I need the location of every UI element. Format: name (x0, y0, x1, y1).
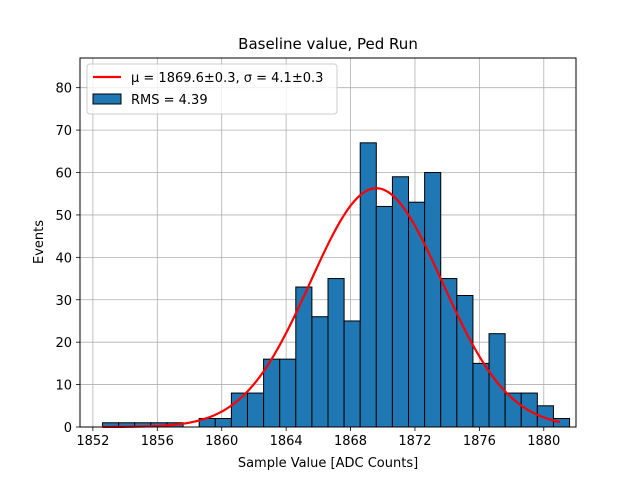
histogram-bar (456, 295, 474, 428)
x-tick-label: 1864 (270, 434, 303, 449)
x-tick-label: 1856 (141, 434, 174, 449)
histogram-bar (472, 362, 490, 428)
histogram-bar (214, 418, 232, 428)
histogram-bar (552, 418, 571, 428)
x-tick-label: 1868 (334, 434, 367, 449)
histogram-bar (327, 278, 345, 428)
legend-fit-label: μ = 1869.6±0.3, σ = 4.1±0.3 (131, 71, 323, 86)
y-tick-label: 40 (55, 251, 72, 266)
y-axis-ticks: 0 10 20 30 40 50 60 70 80 (55, 82, 80, 436)
legend-hist-patch (92, 93, 122, 105)
y-tick-label: 80 (55, 82, 72, 97)
y-tick-label: 20 (55, 336, 72, 351)
legend-hist-label: RMS = 4.39 (131, 93, 208, 108)
axes-frame (79, 57, 577, 428)
histogram-bar (375, 205, 393, 428)
y-tick-label: 50 (55, 209, 72, 224)
histogram-bar (343, 320, 361, 428)
y-tick-label: 10 (55, 379, 72, 394)
x-tick-label: 1876 (463, 434, 496, 449)
y-axis-label: Events (32, 220, 47, 264)
x-tick-label: 1872 (398, 434, 431, 449)
histogram-bar (279, 358, 297, 428)
legend: μ = 1869.6±0.3, σ = 4.1±0.3 RMS = 4.39 (86, 63, 338, 115)
histogram-bar (246, 392, 265, 428)
histogram-bar (359, 142, 377, 428)
histogram-bar (488, 333, 506, 428)
y-tick-label: 0 (64, 421, 72, 436)
histogram-bar (424, 172, 442, 428)
y-tick-label: 70 (55, 124, 72, 139)
histogram-bar (311, 316, 329, 428)
histogram-bar (408, 201, 426, 428)
histogram-bar (391, 176, 410, 428)
histogram-bar (440, 278, 458, 428)
y-tick-label: 60 (55, 167, 72, 182)
chart-title: Baseline value, Ped Run (238, 35, 418, 53)
x-tick-label: 1852 (76, 434, 109, 449)
legend-box (86, 63, 338, 115)
x-tick-label: 1860 (205, 434, 238, 449)
x-axis-ticks: 1852 1856 1860 1864 1868 1872 1876 1880 (76, 427, 560, 449)
x-axis-label: Sample Value [ADC Counts] (238, 456, 418, 471)
y-tick-label: 30 (55, 294, 72, 309)
x-tick-label: 1880 (527, 434, 560, 449)
gaussian-fit (102, 187, 561, 429)
fit-curve (102, 187, 561, 429)
